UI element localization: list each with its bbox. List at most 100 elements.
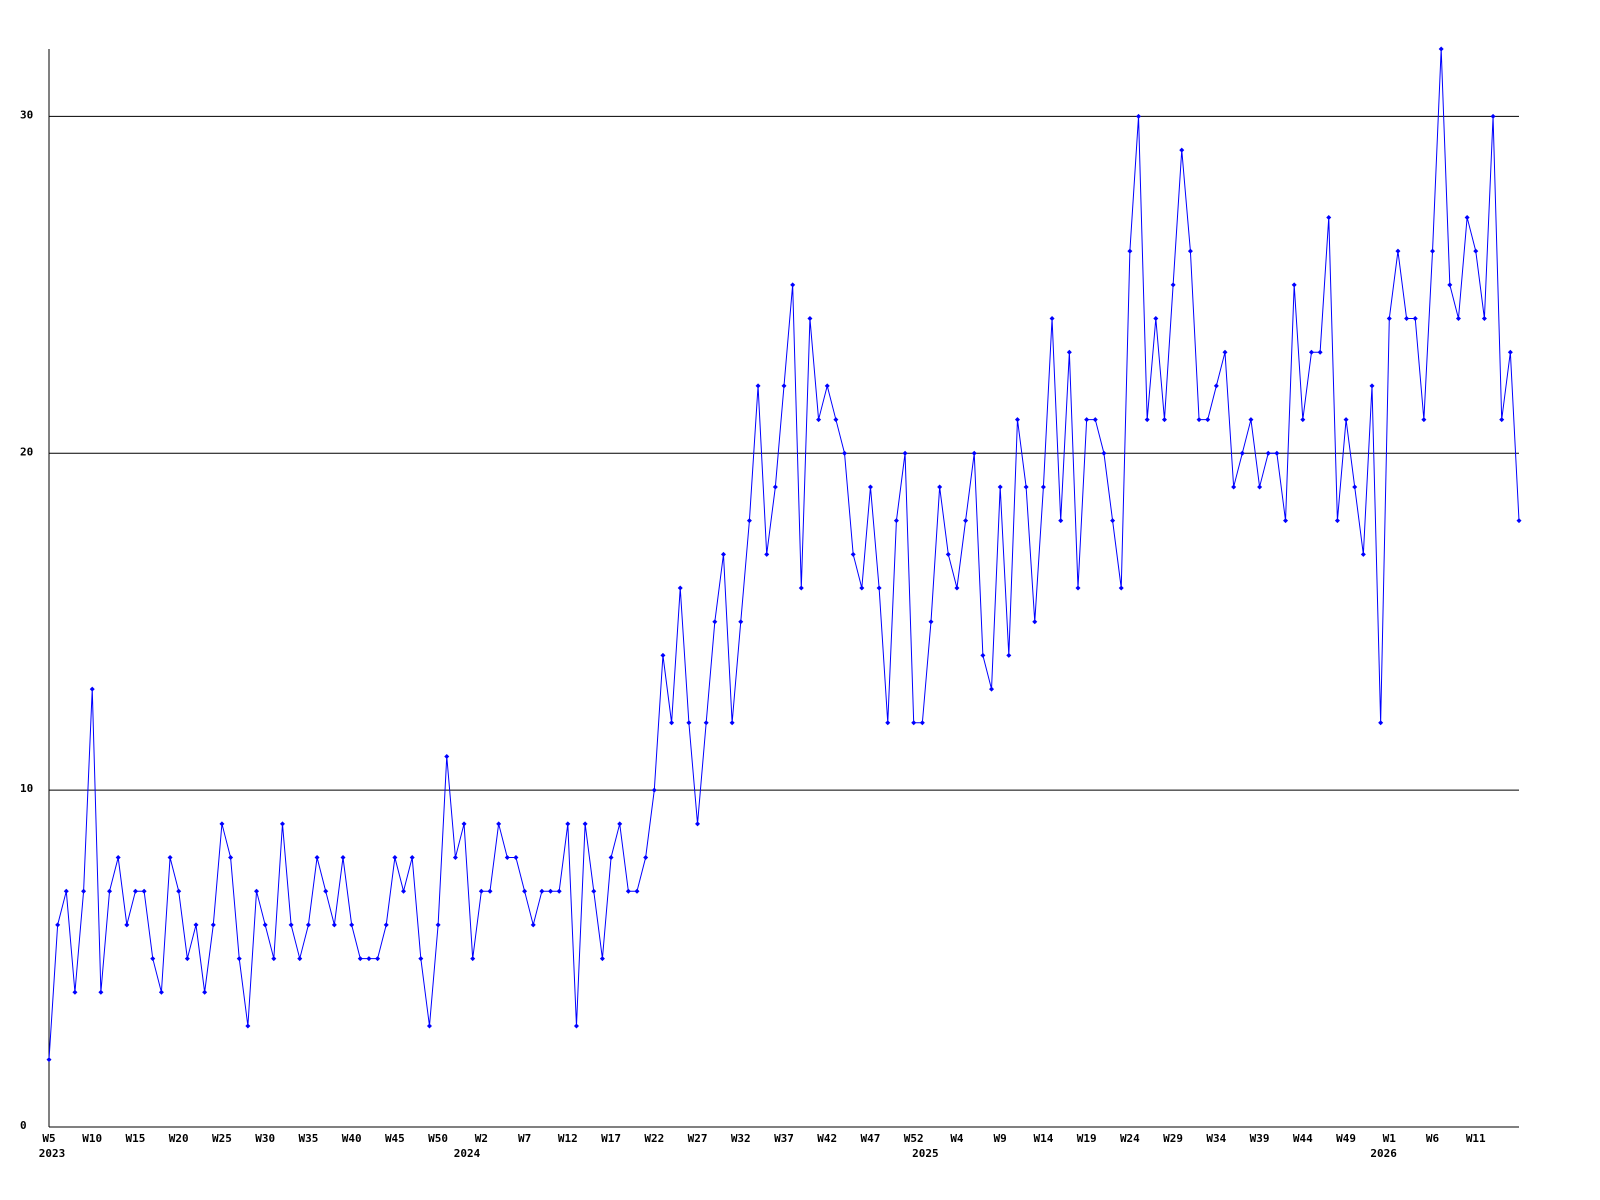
point — [1179, 147, 1185, 153]
point — [1144, 417, 1150, 423]
y-tick-label: 10 — [20, 782, 33, 795]
point — [245, 1023, 251, 1029]
point — [1127, 248, 1133, 254]
point — [1066, 349, 1072, 355]
point — [271, 956, 277, 962]
x-tick-label: W24 — [1120, 1132, 1140, 1145]
point — [297, 956, 303, 962]
point — [833, 417, 839, 423]
point — [599, 956, 605, 962]
point — [703, 720, 709, 726]
point — [167, 855, 173, 860]
point — [660, 652, 666, 658]
x-tick-label: W4 — [950, 1132, 964, 1145]
x-tick-label: W19 — [1077, 1132, 1097, 1145]
x-tick-label: W27 — [688, 1132, 708, 1145]
x-tick-label: W14 — [1033, 1132, 1053, 1145]
point — [357, 956, 363, 962]
point — [288, 922, 294, 928]
point — [236, 956, 242, 962]
point — [279, 821, 285, 827]
point — [772, 484, 778, 490]
point — [729, 720, 735, 726]
point — [573, 1023, 579, 1029]
point — [1153, 316, 1159, 321]
point — [1455, 316, 1461, 321]
point — [893, 518, 899, 524]
point — [764, 551, 770, 557]
point — [919, 720, 925, 726]
x-tick-label: W52 — [904, 1132, 924, 1145]
point — [1516, 518, 1522, 524]
point — [643, 855, 649, 860]
point — [504, 855, 510, 860]
point — [1049, 316, 1055, 321]
x-tick-label: W39 — [1250, 1132, 1270, 1145]
point — [1438, 46, 1444, 52]
point — [902, 450, 908, 456]
point — [132, 888, 138, 894]
x-tick-label: W40 — [342, 1132, 362, 1145]
point — [971, 450, 977, 456]
point — [1490, 113, 1496, 119]
x-tick-label: W11 — [1466, 1132, 1486, 1145]
point — [937, 484, 943, 490]
point — [46, 1057, 52, 1063]
point — [262, 922, 268, 928]
point — [1291, 282, 1297, 288]
x-tick-label: W44 — [1293, 1132, 1313, 1145]
point — [366, 956, 372, 962]
point — [1386, 316, 1392, 321]
point — [911, 720, 917, 726]
point — [669, 720, 675, 726]
point — [1447, 282, 1453, 288]
point — [1040, 484, 1046, 490]
point — [1404, 316, 1410, 321]
point — [634, 888, 640, 894]
point — [530, 922, 536, 928]
point — [1110, 518, 1116, 524]
point — [452, 855, 458, 860]
point — [89, 686, 95, 692]
point — [798, 585, 804, 591]
point — [1196, 417, 1202, 423]
point — [1369, 383, 1375, 389]
point — [1265, 450, 1271, 456]
point — [115, 855, 121, 860]
series-line — [48, 48, 1520, 1060]
point — [193, 922, 199, 928]
point — [1222, 349, 1228, 355]
point — [1084, 417, 1090, 423]
point — [1187, 248, 1193, 254]
point — [989, 686, 995, 692]
point — [816, 417, 822, 423]
point — [375, 956, 381, 962]
x-tick-label: W34 — [1206, 1132, 1226, 1145]
point — [885, 720, 891, 726]
point — [876, 585, 882, 591]
point — [314, 855, 320, 860]
point — [444, 753, 450, 759]
point — [81, 888, 87, 894]
x-tick-label: W1 — [1383, 1132, 1397, 1145]
point — [1430, 248, 1436, 254]
point — [1136, 113, 1142, 119]
point — [392, 855, 398, 860]
point — [107, 888, 113, 894]
point — [63, 888, 69, 894]
x-tick-label: W32 — [731, 1132, 751, 1145]
point — [539, 888, 545, 894]
x-tick-label: W50 — [428, 1132, 448, 1145]
point — [1421, 417, 1427, 423]
point — [1023, 484, 1029, 490]
x-tick-label: W6 — [1426, 1132, 1440, 1145]
point — [1326, 214, 1332, 220]
point — [487, 888, 493, 894]
point — [1464, 214, 1470, 220]
point — [556, 888, 562, 894]
point — [1412, 316, 1418, 321]
point — [963, 518, 969, 524]
year-label: 2023 — [39, 1147, 66, 1160]
point — [591, 888, 597, 894]
point — [202, 989, 208, 995]
